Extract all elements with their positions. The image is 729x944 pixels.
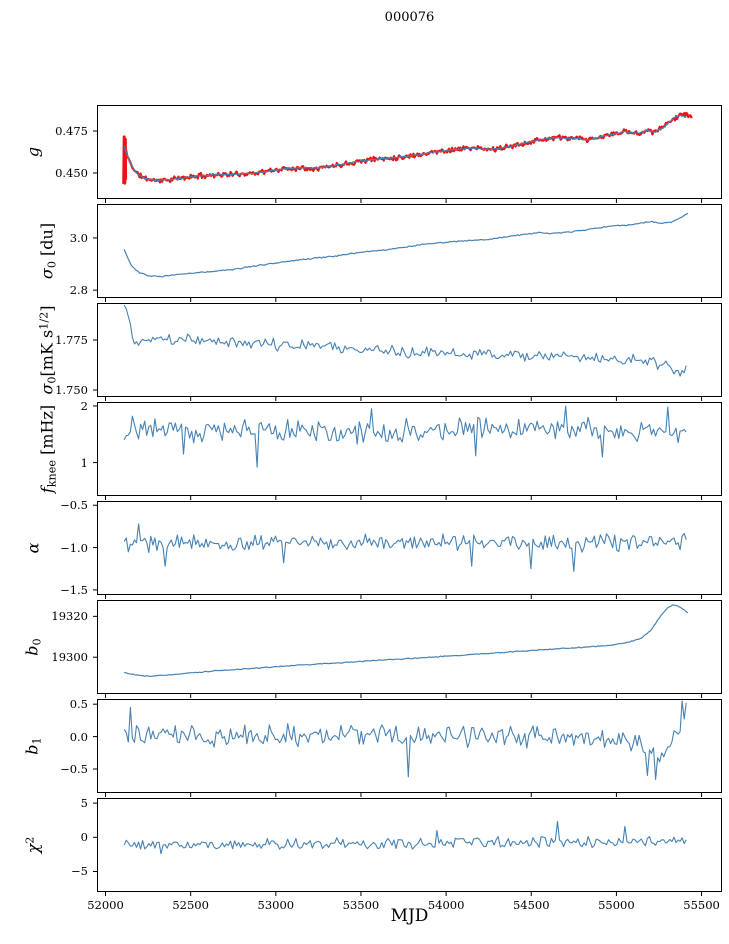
y-axis-label-segment: χ [23, 843, 43, 854]
f-knee-line [123, 405, 687, 468]
panel-f-knee [93, 402, 722, 500]
y-tick-label-b1: 0.5 [69, 697, 88, 712]
panel-b1 [93, 699, 722, 797]
y-tick-label-b0: 19300 [51, 650, 88, 665]
y-axis-label-segment: knee [45, 459, 59, 488]
x-tick-label: 52000 [87, 898, 124, 912]
y-axis-label-segment: σ [37, 383, 57, 395]
g-start-spike-red [122, 135, 128, 185]
y-axis-label-segment: [du] [37, 222, 57, 262]
g-gain-red-markers [123, 111, 693, 184]
chi2-line [123, 821, 687, 855]
y-axis-label-sigma0-mK: σ0[mK s1/2] [37, 306, 58, 395]
y-axis-label-segment: α [23, 542, 43, 554]
g-smooth-blue-line [123, 114, 687, 182]
y-tick-label-b1: 0.0 [69, 729, 88, 744]
y-tick-label-f-knee: 1 [80, 455, 88, 470]
y-axis-label-segment: g [23, 146, 43, 158]
y-axis-label-segment: b [22, 744, 42, 755]
x-tick-label: 53000 [257, 898, 295, 912]
y-tick-label-sigma0-mK: 1.750 [55, 383, 88, 397]
y-axis-label-segment: 1/2 [37, 311, 51, 330]
y-axis-label-segment: 0 [45, 261, 59, 269]
b0-line [124, 604, 689, 678]
y-tick-label-g: 0.475 [55, 124, 88, 139]
panel-g [93, 105, 722, 203]
y-tick-label-alpha: −0.5 [60, 498, 88, 513]
y-tick-label-g: 0.450 [55, 165, 88, 180]
y-tick-label-chi2: 5 [80, 796, 88, 811]
panel-alpha [93, 501, 722, 599]
y-tick-label-b0: 19320 [51, 609, 88, 624]
y-axis-label-segment: 2 [23, 836, 37, 844]
y-axis-label-alpha: α [24, 543, 43, 554]
panel-sigma0-mK [93, 303, 722, 401]
y-axis-label-g: g [24, 147, 43, 157]
y-tick-label-b1: −0.5 [60, 762, 88, 776]
sigma0-mK-line [123, 304, 687, 377]
x-tick-label: 53500 [342, 898, 380, 912]
x-tick-label: 55000 [598, 898, 635, 912]
x-tick-label: 55500 [683, 898, 720, 912]
y-axis-label-segment: 0 [30, 638, 44, 646]
b1-line [123, 700, 687, 780]
y-tick-label-f-knee: 2 [80, 398, 88, 413]
y-axis-label-segment: 0 [45, 376, 59, 384]
sigma0-du-line [123, 212, 689, 278]
y-axis-label-b1: b1 [22, 737, 43, 754]
y-tick-label-chi2: −5 [71, 864, 88, 879]
panel-chi2 [93, 798, 722, 896]
y-tick-label-alpha: −1.0 [60, 540, 88, 555]
y-axis-label-sigma0-du: σ0 [du] [37, 223, 58, 279]
y-tick-label-chi2: 0 [80, 830, 88, 845]
y-tick-label-alpha: −1.5 [60, 582, 88, 597]
plot-title: 000076 [384, 10, 435, 25]
y-axis-label-segment: [mHz] [37, 404, 57, 460]
y-tick-label-sigma0-du: 3.0 [69, 230, 88, 245]
x-tick-label: 52500 [172, 898, 209, 912]
x-axis-label: MJD [390, 906, 429, 926]
y-axis-label-f-knee: fknee [mHz] [37, 405, 58, 493]
y-axis-label-b0: b0 [22, 638, 43, 655]
y-axis-label-chi2: χ2 [23, 837, 42, 854]
y-axis-label-segment: [mK s [37, 329, 57, 377]
y-axis-label-segment: 1 [30, 737, 44, 745]
y-axis-label-segment: ] [37, 305, 57, 312]
panel-sigma0-du [93, 204, 722, 302]
x-tick-label: 54500 [512, 898, 550, 912]
panel-b0 [93, 600, 722, 698]
y-tick-label-sigma0-du: 2.8 [69, 283, 88, 298]
x-tick-label: 54000 [427, 898, 465, 912]
y-tick-label-sigma0-mK: 1.775 [55, 333, 88, 347]
y-axis-label-segment: f [37, 487, 57, 494]
y-axis-label-segment: σ [37, 268, 57, 280]
y-axis-label-segment: b [22, 645, 42, 656]
alpha-line [123, 523, 687, 572]
